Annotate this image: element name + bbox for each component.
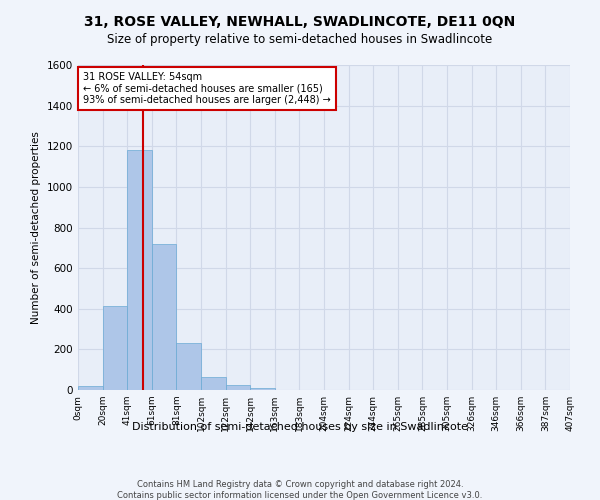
- Bar: [250, 388, 275, 390]
- Bar: [152, 244, 176, 390]
- Text: Size of property relative to semi-detached houses in Swadlincote: Size of property relative to semi-detach…: [107, 32, 493, 46]
- Text: 31, ROSE VALLEY, NEWHALL, SWADLINCOTE, DE11 0QN: 31, ROSE VALLEY, NEWHALL, SWADLINCOTE, D…: [85, 15, 515, 29]
- Text: 31 ROSE VALLEY: 54sqm
← 6% of semi-detached houses are smaller (165)
93% of semi: 31 ROSE VALLEY: 54sqm ← 6% of semi-detac…: [83, 72, 331, 104]
- Bar: [103, 306, 127, 390]
- Bar: [78, 386, 103, 390]
- Bar: [226, 385, 250, 390]
- Bar: [201, 377, 226, 390]
- Bar: [127, 150, 152, 390]
- Text: Contains HM Land Registry data © Crown copyright and database right 2024.: Contains HM Land Registry data © Crown c…: [137, 480, 463, 489]
- Text: Contains public sector information licensed under the Open Government Licence v3: Contains public sector information licen…: [118, 491, 482, 500]
- Y-axis label: Number of semi-detached properties: Number of semi-detached properties: [31, 131, 41, 324]
- Bar: [176, 344, 201, 390]
- Text: Distribution of semi-detached houses by size in Swadlincote: Distribution of semi-detached houses by …: [132, 422, 468, 432]
